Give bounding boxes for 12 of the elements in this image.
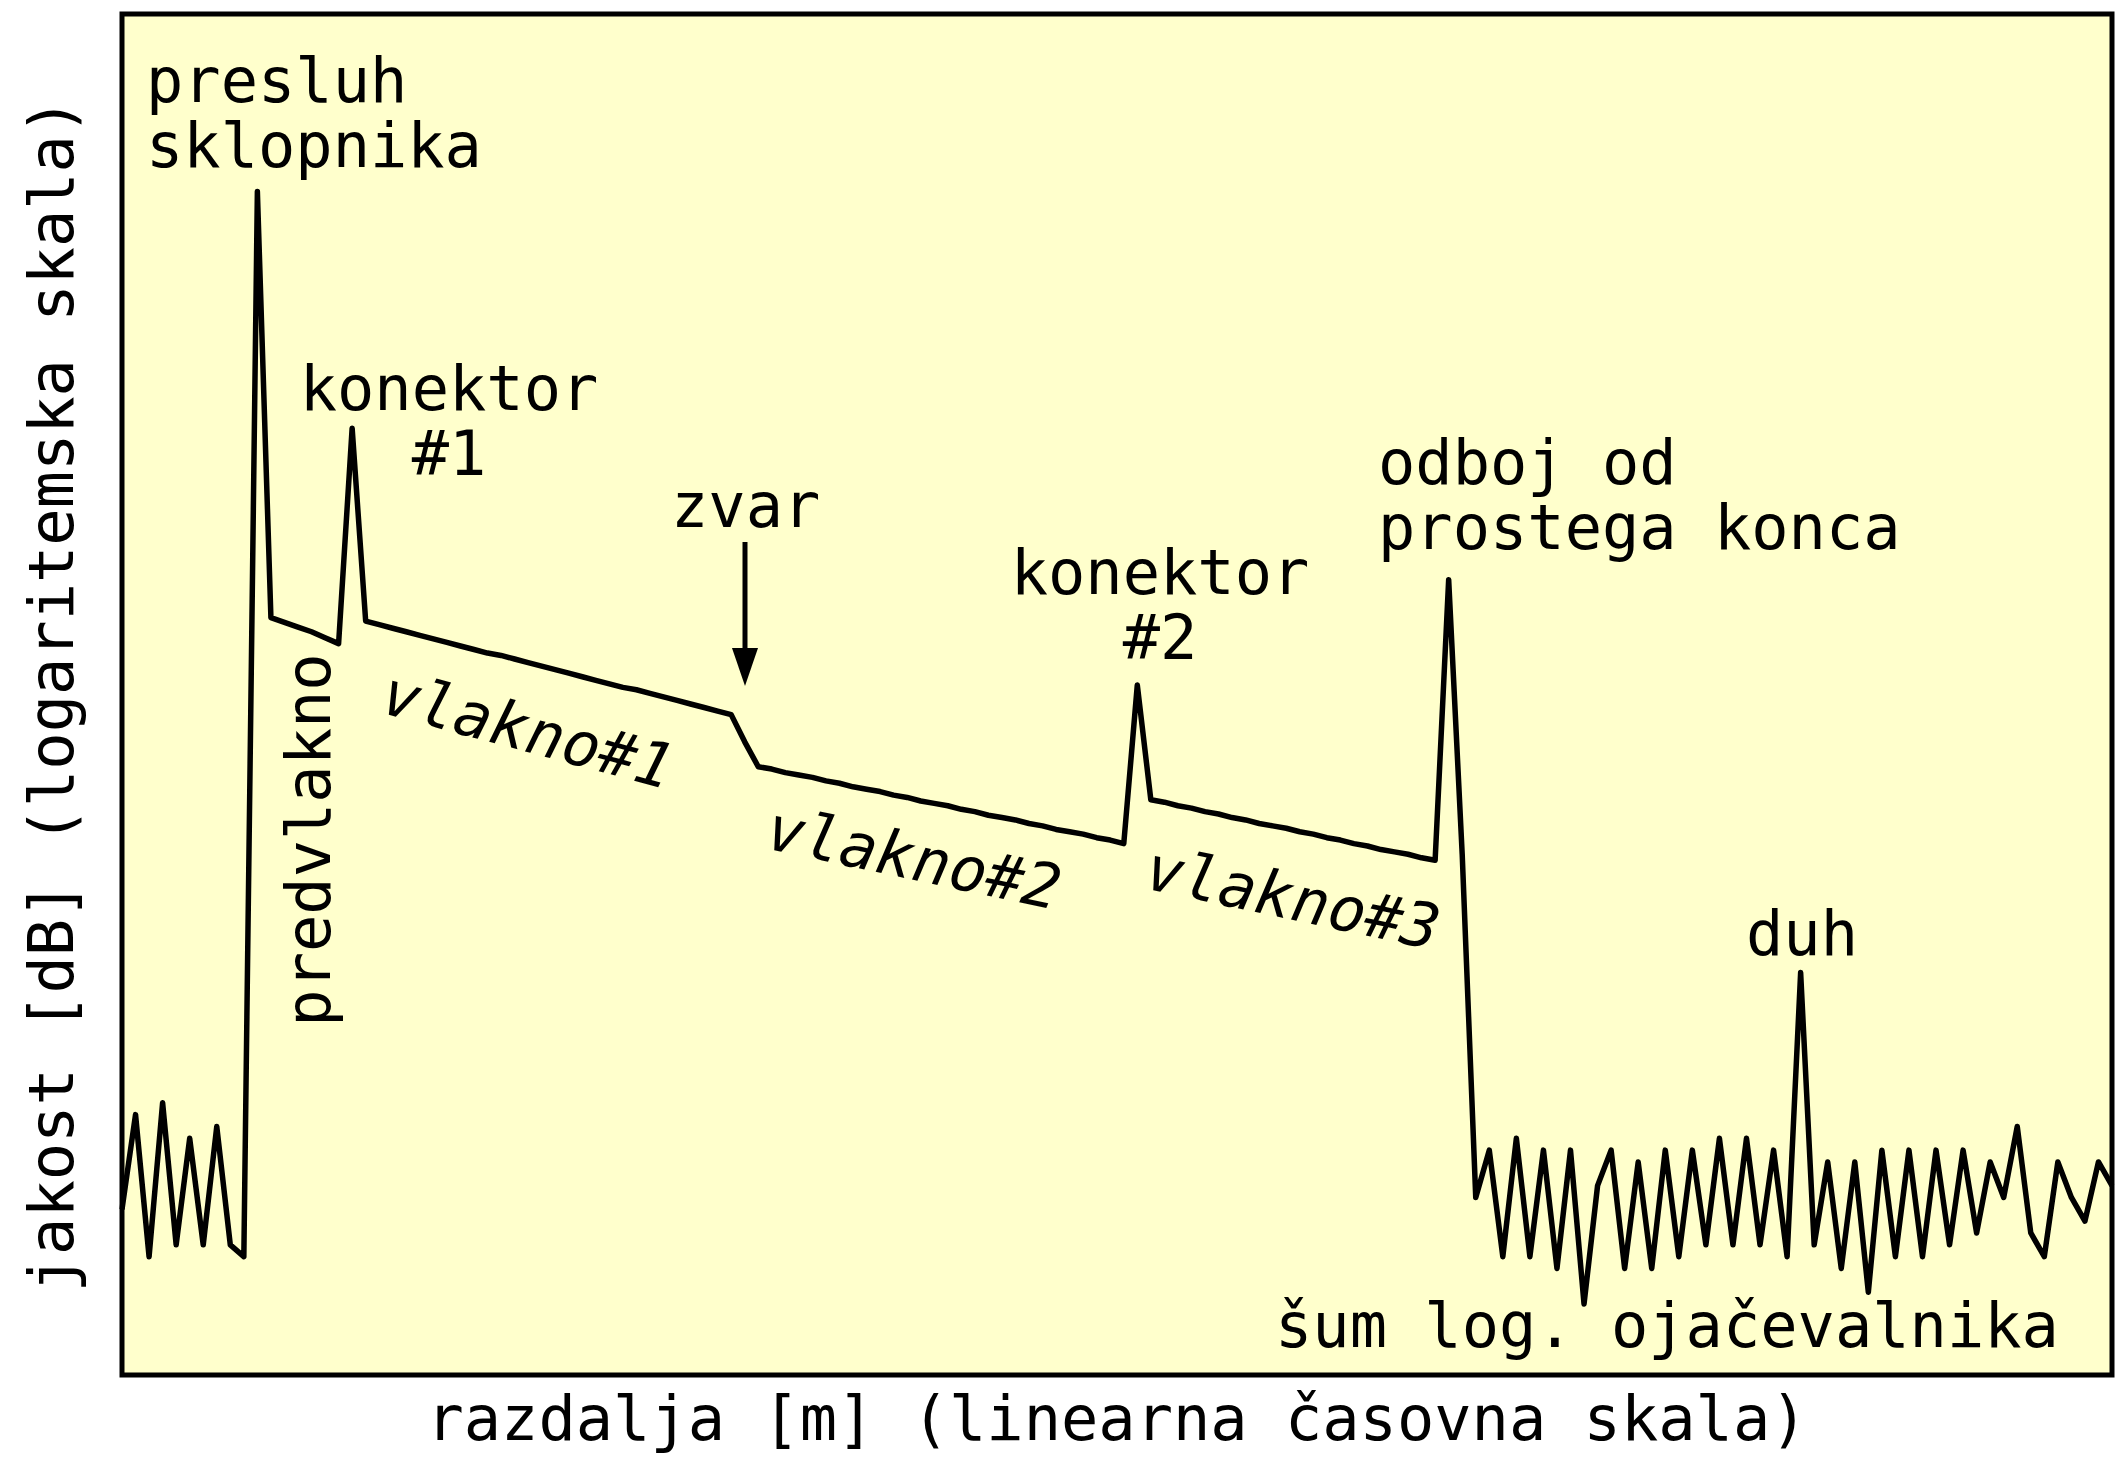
text: presluh sklopnika <box>146 44 483 183</box>
annotation: zvar <box>671 469 822 542</box>
annotation: šum log. ojačevalnika <box>1275 1289 2060 1362</box>
annotation: konektor #2 <box>1009 536 1311 675</box>
annotation: predvlakno <box>272 653 346 1027</box>
annotation: vlakno#3 <box>1139 831 1447 965</box>
annotation: odboj od prostega konca <box>1378 426 1902 565</box>
y-axis-title: jakost [dB] (logaritemska skala) <box>15 97 89 1292</box>
annotation: duh <box>1746 897 1859 970</box>
annotation: vlakno#2 <box>760 791 1068 925</box>
annotation: konektor #1 <box>298 352 600 491</box>
x-axis-title: razdalja [m] (linearna časovna skala) <box>426 1382 1808 1456</box>
